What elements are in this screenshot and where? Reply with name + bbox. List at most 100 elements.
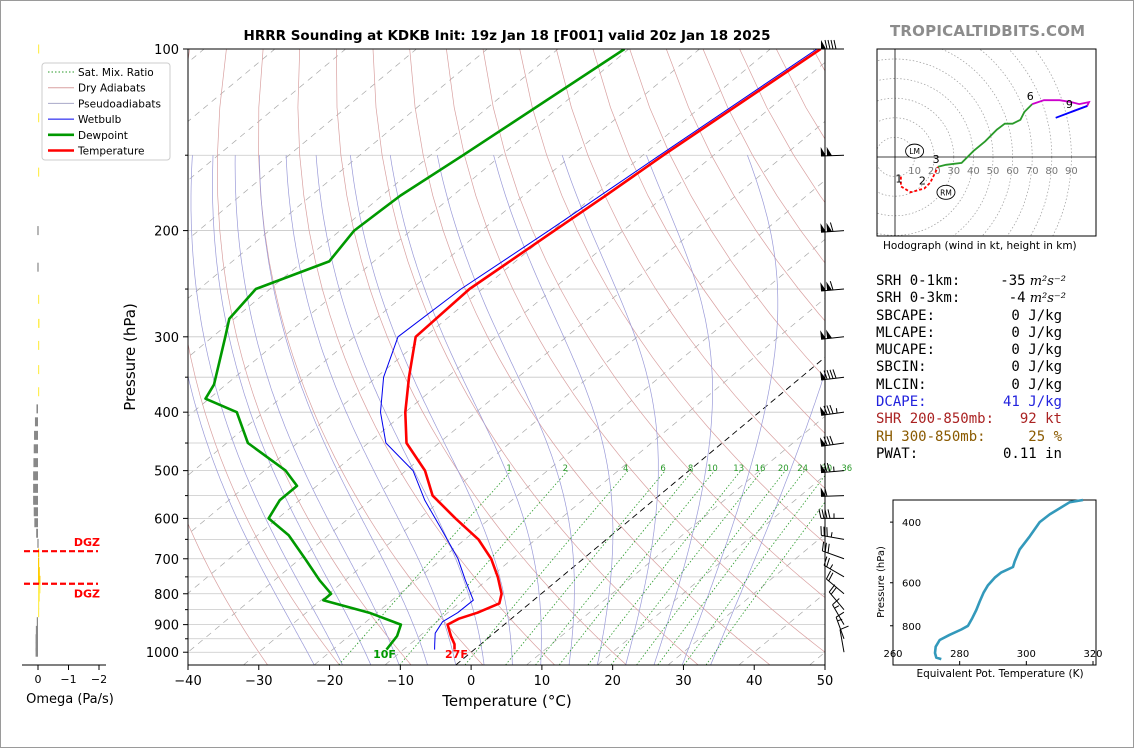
legend-entry: Sat. Mix. Ratio (78, 67, 154, 79)
omega-label: Omega (Pa/s) (26, 692, 114, 707)
x-tick-label: −30 (245, 674, 272, 689)
barb-full (825, 570, 832, 580)
x-tick-label: −40 (174, 674, 201, 689)
index-value: 0 J/kg (1011, 342, 1062, 359)
barb-full (826, 436, 831, 446)
index-value: 25 % (1028, 428, 1062, 445)
hodograph-ring-label: 80 (1045, 166, 1058, 177)
storm-motion-marker (905, 143, 925, 159)
barb-staff (822, 550, 845, 560)
hodograph-segment (1055, 105, 1088, 119)
index-label: SBCAPE: (876, 307, 936, 324)
barb-full (826, 405, 831, 415)
x-tick-label: 30 (675, 674, 692, 689)
y-tick-label: 300 (154, 331, 179, 346)
dry-adiabat-line (446, 49, 825, 653)
barb-full (823, 556, 828, 566)
hodograph-ring-label: 30 (947, 166, 960, 177)
index-row: PWAT: 0.11 in (876, 446, 1066, 463)
barb-full (824, 509, 828, 519)
barb-flag (820, 371, 827, 380)
barb-full (824, 39, 828, 50)
moist-adiabat-line (259, 155, 428, 665)
barb-full (821, 509, 825, 519)
moist-adiabat-line (561, 155, 659, 665)
index-label: RH 300-850mb: (876, 428, 986, 445)
y-tick-label: 900 (154, 619, 179, 634)
dry-adiabat-line (372, 49, 699, 665)
wind-barb (820, 369, 845, 381)
omega-bar (34, 518, 38, 528)
temperature-profile (404, 49, 822, 650)
omega-bar (36, 617, 38, 627)
barb-flag (820, 330, 827, 340)
wind-barbs (818, 39, 849, 653)
barb-full (833, 39, 837, 50)
dry-adiabat-line (555, 49, 825, 489)
storm-motion-label: RM (940, 188, 952, 197)
skewt-axes: HRRR Sounding at KDKB Init: 19z Jan 18 [… (41, 28, 852, 710)
barb-full (821, 541, 825, 551)
wind-barb (820, 462, 845, 474)
barb-staff (839, 629, 845, 653)
omega-bar (38, 365, 40, 375)
dry-adiabat-line (519, 49, 825, 544)
legend-entry: Temperature (77, 146, 145, 158)
theta-e-box (892, 499, 1097, 666)
mixing-ratio-line (558, 470, 715, 665)
omega-bar (38, 318, 40, 328)
wind-barb (828, 584, 845, 610)
theta-e-ylabel: Pressure (hPa) (876, 546, 887, 618)
mixing-ratio-label: 24 (797, 464, 808, 474)
dewpoint-profile (204, 49, 626, 651)
hodograph-height-label: 3 (933, 153, 940, 166)
theta-e-x-tick-label: 320 (1083, 649, 1102, 660)
index-label: SBCIN: (876, 359, 927, 376)
index-label: SRH 0-1km: (876, 273, 961, 289)
storm-motion-marker (936, 184, 956, 200)
y-tick-label: 800 (154, 588, 179, 603)
hodograph-segment (1031, 99, 1091, 113)
theta-e-y-tick-label: 600 (902, 579, 921, 590)
barb-full (818, 509, 822, 519)
mixing-ratio-label: 10 (707, 464, 718, 474)
omega-bar (33, 483, 38, 493)
index-label: PWAT: (876, 445, 919, 462)
omega-bar (38, 340, 40, 350)
wind-barb (823, 556, 845, 578)
barb-flag (820, 223, 827, 233)
dry-adiabat-line (1070, 49, 1134, 665)
omega-bar (33, 471, 38, 481)
moist-adiabat-line (710, 371, 825, 665)
x-tick-label: 0 (467, 674, 475, 689)
omega-bar (37, 538, 39, 548)
barb-full (829, 435, 834, 445)
barb-flag (819, 437, 827, 447)
omega-bar (35, 625, 38, 635)
index-value: 0 J/kg (1011, 307, 1062, 324)
wind-barb (819, 404, 845, 416)
moist-adiabat-line (493, 155, 614, 665)
legend: Sat. Mix. Ratio Dry Adiabats Pseudoadiabat… (41, 62, 171, 161)
wind-barb (820, 329, 845, 340)
omega-bar (37, 226, 39, 236)
y-tick-label: 600 (154, 512, 179, 527)
index-value: 0 J/kg (1011, 324, 1062, 341)
index-value: 92 kt (1019, 411, 1062, 428)
barb-full (823, 436, 828, 446)
skewt-profiles (204, 49, 822, 651)
y-axis-label: Pressure (hPa) (121, 303, 139, 411)
barb-flag (826, 146, 833, 156)
index-label: MLCIN: (876, 376, 927, 393)
omega-bar (33, 495, 38, 505)
surface-temperature-label: 27F (445, 648, 468, 661)
hodograph-height-label: 1 (895, 172, 902, 185)
hodograph-ring-label: 10 (908, 166, 921, 177)
mixing-ratio-label: 8 (688, 464, 693, 474)
omega-bar (35, 634, 38, 644)
index-row: SRH 0-1km: -35 m²s⁻² (876, 273, 1066, 290)
legend-entry: Pseudoadiabats (78, 98, 161, 110)
dry-adiabat-line (665, 49, 825, 322)
barb-full (824, 542, 827, 553)
theta-e-y-tick-label: 400 (902, 518, 921, 529)
